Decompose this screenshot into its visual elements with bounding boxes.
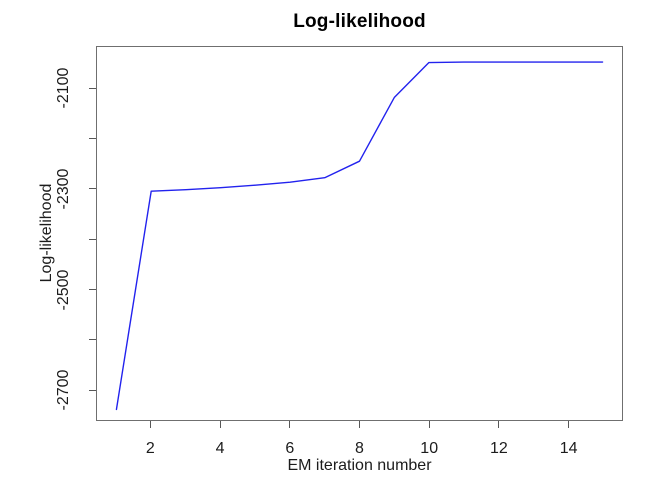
x-tick-label: 4 [215, 440, 225, 457]
y-tick [89, 138, 96, 140]
y-tick-label: -2100 [55, 67, 72, 109]
x-tick-label: 6 [285, 440, 295, 457]
x-tick-label: 10 [420, 440, 439, 457]
y-axis-title: Log-likelihood [38, 183, 55, 283]
y-tick [89, 389, 96, 391]
y-tick [89, 188, 96, 190]
y-tick-label: -2300 [55, 168, 72, 210]
chart-title: Log-likelihood [293, 11, 426, 32]
y-tick [89, 339, 96, 341]
y-tick-label: -2700 [55, 369, 72, 411]
line-chart-svg [115, 61, 604, 411]
x-tick-label: 8 [355, 440, 364, 457]
y-tick [89, 87, 96, 89]
x-tick [149, 421, 151, 428]
x-tick [359, 421, 360, 428]
x-tick-label: 12 [490, 440, 508, 457]
y-tick [89, 289, 96, 291]
x-axis-title: EM iteration number [287, 457, 432, 474]
loglik-series-line [115, 61, 604, 411]
x-tick [568, 421, 570, 428]
y-tick [89, 238, 96, 240]
x-tick-label: 14 [559, 440, 578, 457]
x-tick [289, 421, 291, 428]
x-tick [498, 421, 500, 428]
y-tick-label: -2500 [55, 269, 72, 311]
x-tick [428, 421, 430, 428]
x-tick [219, 421, 221, 428]
plot-area [96, 46, 623, 421]
x-tick-label: 2 [145, 440, 155, 457]
